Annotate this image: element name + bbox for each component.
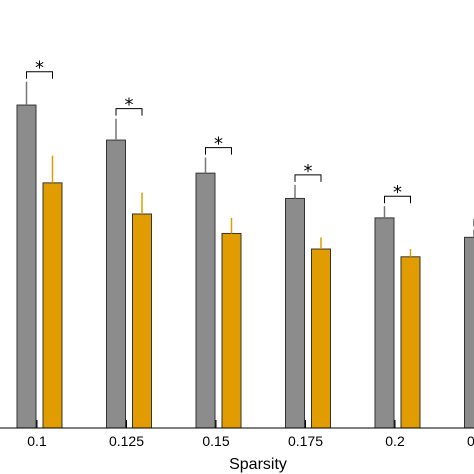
bar-series1-0.2 xyxy=(374,217,395,429)
significance-bracket-0.2 xyxy=(384,195,411,204)
significance-bracket-0.15 xyxy=(205,147,232,155)
bars-layer: ****** xyxy=(16,58,474,429)
x-ticks-layer: 0.1 0.125 0.15 0.175 0.2 0.225 xyxy=(27,420,474,449)
significance-bracket-0.125 xyxy=(115,108,143,116)
significance-star-0.125: * xyxy=(125,95,134,116)
bar-series1-0.1 xyxy=(16,104,37,429)
x-tick-label-0.1: 0.1 xyxy=(27,433,47,449)
bar-series2-0.125 xyxy=(132,213,152,429)
bar-series2-0.175 xyxy=(311,248,331,429)
x-tick-label-0.225: 0.225 xyxy=(467,433,474,449)
bar-series2-0.15 xyxy=(221,232,242,429)
significance-bracket-0.175 xyxy=(294,174,322,182)
significance-star-0.2: * xyxy=(393,182,402,203)
bar-series2-0.1 xyxy=(42,182,63,429)
bar-series1-0.15 xyxy=(195,172,216,429)
x-tick-label-0.175: 0.175 xyxy=(288,433,323,449)
significance-star-0.15: * xyxy=(214,134,223,155)
significance-star-0.175: * xyxy=(304,161,313,182)
x-tick-label-0.2: 0.2 xyxy=(385,433,405,449)
bar-series1-0.225 xyxy=(464,236,474,429)
significance-star-0.1: * xyxy=(35,58,44,79)
bar-series2-0.2 xyxy=(400,256,421,429)
bar-series1-0.125 xyxy=(106,139,126,429)
x-tick-label-0.125: 0.125 xyxy=(109,433,144,449)
x-tick-label-0.15: 0.15 xyxy=(202,433,229,449)
bar-series1-0.175 xyxy=(285,197,305,429)
x-axis-label: Sparsity xyxy=(229,456,287,473)
significance-bracket-0.1 xyxy=(26,71,53,79)
